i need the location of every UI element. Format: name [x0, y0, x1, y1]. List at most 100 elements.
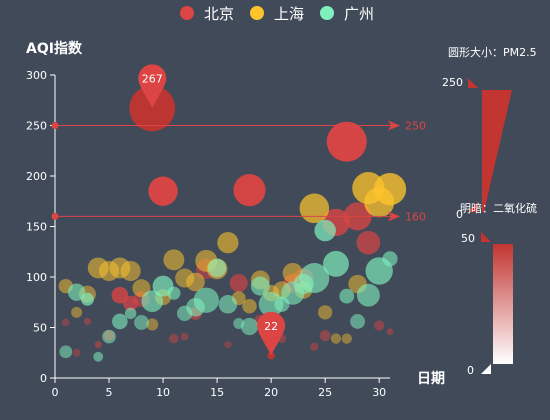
data-point: [180, 332, 189, 341]
data-point: [83, 317, 92, 326]
data-point: [218, 295, 238, 314]
data-point: [167, 286, 181, 300]
x-tick-label: 30: [372, 386, 386, 399]
data-point: [330, 333, 342, 344]
data-point: [217, 232, 239, 254]
mark-point-pin: [257, 311, 286, 356]
data-point: [240, 317, 259, 336]
mark-point-label: 267: [142, 72, 163, 85]
data-point: [141, 290, 164, 313]
size-visual-map-handle-bottom: [468, 202, 478, 212]
data-point: [146, 318, 159, 331]
data-point: [382, 251, 398, 267]
x-tick-label: 10: [156, 386, 170, 399]
data-point: [339, 288, 355, 304]
y-tick-label: 50: [33, 322, 47, 335]
mark-point-label: 22: [264, 320, 278, 333]
data-point: [80, 292, 94, 306]
data-point: [163, 249, 185, 271]
data-point: [373, 320, 385, 331]
legend: 北京 上海 广州: [180, 5, 374, 23]
data-point: [102, 329, 116, 344]
legend-label-2: 广州: [344, 5, 374, 23]
data-point: [124, 307, 137, 320]
mark-lines: 250 160: [51, 120, 426, 223]
y-tick-label: 0: [40, 372, 47, 385]
x-axis-title: 日期: [417, 371, 445, 387]
data-point: [310, 342, 319, 351]
data-point: [299, 193, 330, 224]
y-tick-label: 150: [26, 221, 47, 234]
data-point: [319, 330, 331, 342]
data-point: [386, 328, 394, 336]
data-point: [186, 272, 205, 292]
mark-point-pin: [138, 64, 167, 109]
legend-marker-0: [180, 6, 194, 20]
data-point: [373, 172, 407, 206]
size-visual-map: 圆形大小：PM2.5 250 0: [442, 45, 537, 221]
data-point: [314, 219, 336, 242]
data-point: [120, 260, 141, 282]
data-point: [233, 174, 266, 207]
data-point: [242, 299, 257, 314]
legend-marker-2: [320, 6, 334, 20]
opacity-visual-map-handle-bottom: [481, 364, 491, 374]
mark-line-arrow: [388, 211, 400, 222]
x-tick-label: 5: [106, 386, 113, 399]
opacity-visual-map-min-label: 0: [467, 364, 474, 377]
opacity-visual-map-title: 明暗：二氧化硫: [460, 201, 537, 215]
data-point: [134, 315, 149, 330]
data-point: [229, 273, 248, 293]
y-tick-label: 300: [26, 69, 47, 82]
opacity-visual-map: 明暗：二氧化硫 50 0: [460, 201, 537, 377]
opacity-visual-map-handle-top: [481, 232, 491, 242]
series-0: [61, 85, 394, 360]
data-point: [299, 263, 330, 293]
x-tick-label: 0: [52, 386, 59, 399]
x-tick-label: 20: [264, 386, 278, 399]
axes: 0 50 100 150 200 250 300 0 5 10 15 20 25 30: [26, 69, 390, 399]
data-point: [323, 250, 349, 277]
data-point: [61, 318, 70, 327]
data-point: [71, 306, 83, 318]
size-visual-map-min-label: 0: [456, 208, 463, 221]
data-point: [67, 283, 86, 301]
legend-marker-1: [250, 6, 264, 20]
mark-line-label: 250: [405, 120, 426, 133]
opacity-visual-map-bar: [493, 244, 513, 364]
data-point: [350, 314, 365, 329]
data-point: [93, 351, 104, 362]
x-tick-label: 25: [318, 386, 332, 399]
opacity-visual-map-max-label: 50: [461, 232, 475, 245]
data-point: [341, 333, 352, 344]
data-point: [129, 85, 176, 132]
legend-label-1: 上海: [274, 5, 304, 23]
data-point: [72, 348, 81, 357]
x-tick-label: 15: [210, 386, 224, 399]
data-point: [112, 313, 128, 330]
data-point: [326, 121, 367, 162]
data-point: [258, 291, 284, 317]
y-axis-title: AQI指数: [26, 40, 83, 57]
size-visual-map-handle-top: [468, 78, 478, 88]
legend-label-0: 北京: [204, 5, 234, 23]
size-visual-map-max-label: 250: [442, 76, 463, 89]
data-point: [169, 333, 179, 344]
data-point: [111, 286, 129, 304]
data-point: [224, 341, 232, 349]
data-points: [58, 85, 407, 362]
data-point: [356, 283, 380, 307]
y-tick-label: 250: [26, 120, 47, 133]
data-point: [193, 287, 219, 313]
y-tick-label: 100: [26, 271, 47, 284]
data-point: [356, 230, 381, 255]
data-point: [148, 176, 178, 206]
size-visual-map-bar: [482, 90, 512, 212]
series-2: [59, 219, 398, 362]
data-point: [318, 305, 333, 320]
y-tick-label: 200: [26, 170, 47, 183]
data-point: [250, 276, 270, 296]
data-point: [207, 258, 227, 278]
